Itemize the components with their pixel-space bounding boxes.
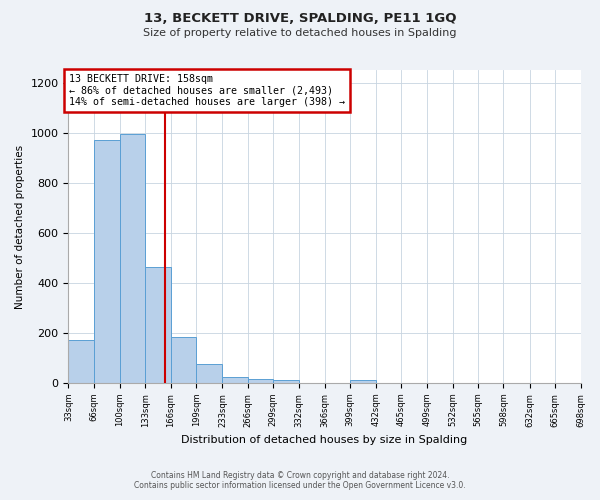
- Bar: [120, 134, 145, 383]
- Bar: [68, 340, 94, 383]
- Text: Contains HM Land Registry data © Crown copyright and database right 2024.
Contai: Contains HM Land Registry data © Crown c…: [134, 470, 466, 490]
- Text: 13, BECKETT DRIVE, SPALDING, PE11 1GQ: 13, BECKETT DRIVE, SPALDING, PE11 1GQ: [144, 12, 456, 26]
- Bar: [145, 266, 171, 383]
- Bar: [350, 380, 376, 383]
- Bar: [273, 380, 299, 383]
- Bar: [171, 336, 196, 383]
- Bar: [248, 379, 273, 383]
- Text: Size of property relative to detached houses in Spalding: Size of property relative to detached ho…: [143, 28, 457, 38]
- Bar: [94, 140, 120, 383]
- X-axis label: Distribution of detached houses by size in Spalding: Distribution of detached houses by size …: [181, 435, 467, 445]
- Y-axis label: Number of detached properties: Number of detached properties: [15, 144, 25, 308]
- Text: 13 BECKETT DRIVE: 158sqm
← 86% of detached houses are smaller (2,493)
14% of sem: 13 BECKETT DRIVE: 158sqm ← 86% of detach…: [69, 74, 345, 107]
- Bar: [196, 364, 223, 383]
- Bar: [223, 376, 248, 383]
